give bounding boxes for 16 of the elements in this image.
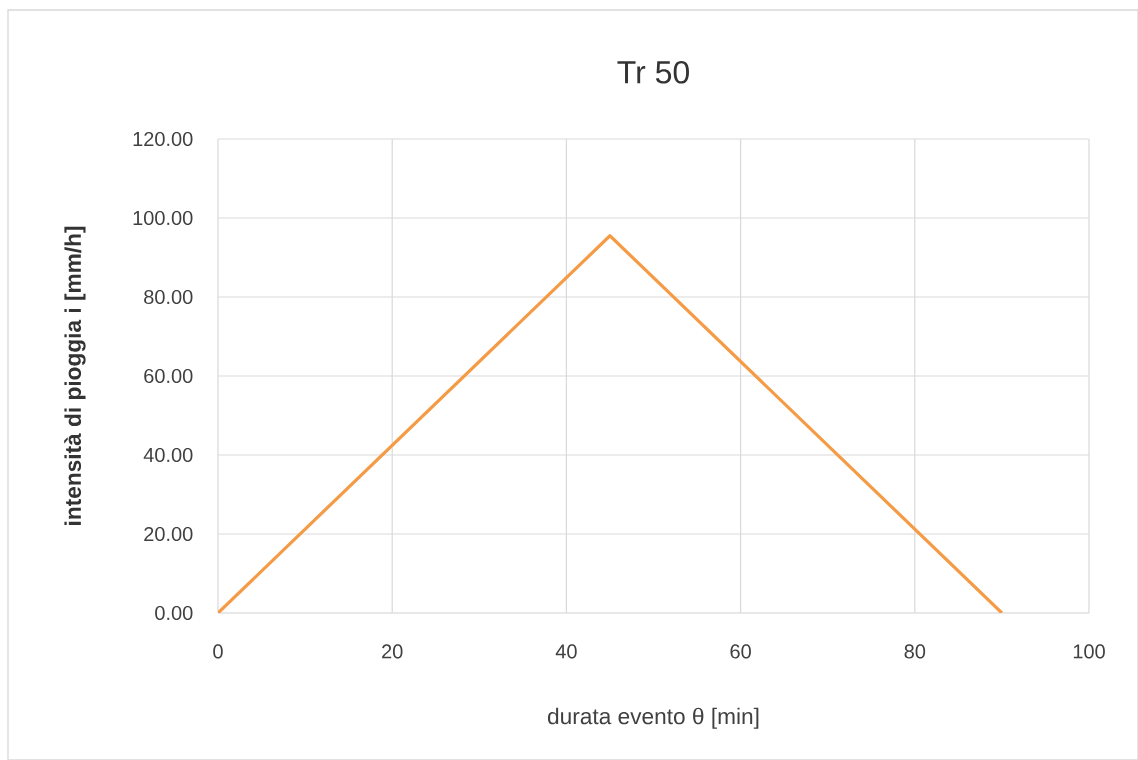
x-tick-label: 40	[555, 644, 577, 659]
y-tick-label: 120.00	[133, 131, 193, 147]
chart-title: Tr 50	[617, 60, 689, 84]
y-tick-label: 20.00	[144, 526, 193, 542]
y-tick-label: 60.00	[144, 368, 193, 384]
y-tick-label: 40.00	[143, 447, 193, 463]
x-tick-label: 0	[213, 644, 223, 659]
x-tick-label: 100	[1073, 644, 1105, 659]
x-tick-label: 60	[730, 644, 751, 659]
y-axis-title: intensità di pioggia i [mm/h]	[64, 226, 86, 525]
y-tick-label: 80.00	[144, 289, 193, 305]
x-axis-title: durata evento θ [min]	[548, 707, 759, 729]
y-tick-label: 100.00	[133, 210, 193, 226]
x-tick-label: 80	[904, 644, 926, 659]
x-tick-label: 20	[382, 644, 403, 659]
y-tick-label: 0.00	[155, 605, 193, 621]
